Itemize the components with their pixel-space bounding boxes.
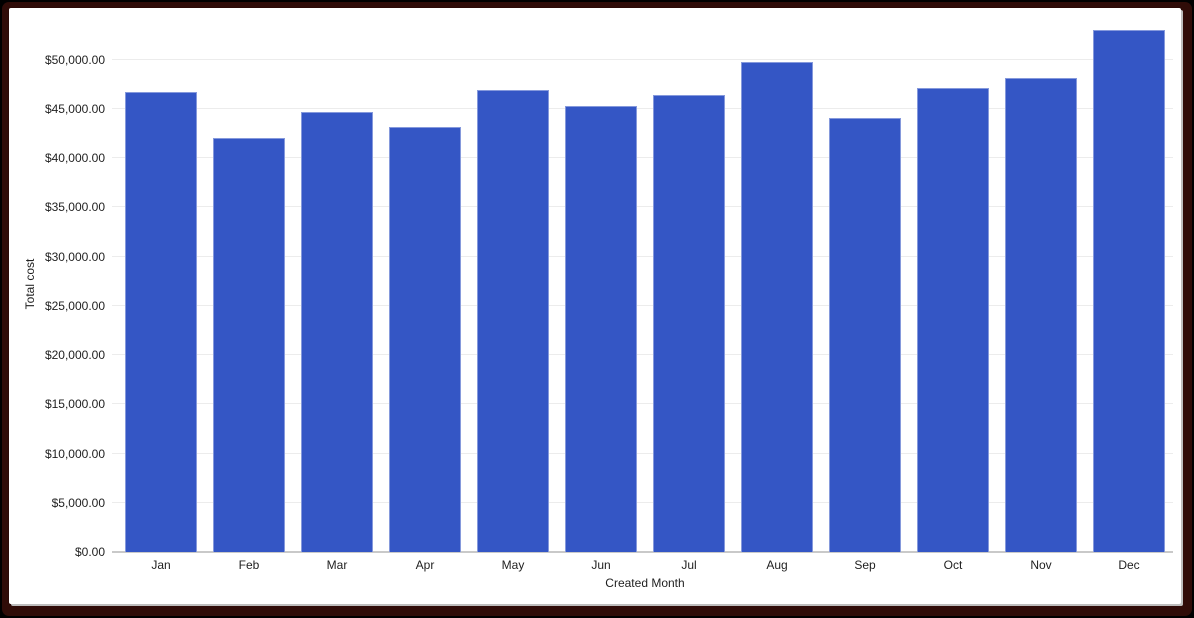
y-tick-label: $35,000.00 <box>44 200 105 215</box>
plot-area <box>112 28 1173 553</box>
x-tick-label: Jul <box>681 558 697 572</box>
bar-nov[interactable] <box>1005 78 1077 552</box>
bar-jul[interactable] <box>653 94 725 552</box>
bar-slot <box>733 28 821 552</box>
bar-may[interactable] <box>477 90 549 552</box>
gridline <box>112 255 1173 257</box>
x-tick-label: Feb <box>238 558 260 572</box>
gridline <box>112 58 1173 60</box>
y-tick-label: $50,000.00 <box>44 52 105 67</box>
bar-jun[interactable] <box>565 105 637 552</box>
gridline <box>112 403 1173 405</box>
bar-slot <box>557 28 645 552</box>
x-tick-label: May <box>501 558 525 572</box>
bar-mar[interactable] <box>301 111 373 552</box>
bar-apr[interactable] <box>389 127 461 552</box>
x-tick-label: Jun <box>591 558 611 572</box>
bar-jan[interactable] <box>125 92 197 552</box>
y-tick-label: $45,000.00 <box>44 101 105 116</box>
gridline <box>112 107 1173 109</box>
y-tick-label: $30,000.00 <box>44 249 105 264</box>
bar-dec[interactable] <box>1093 29 1165 552</box>
y-tick-label: $0.00 <box>74 545 105 559</box>
y-tick-label: $15,000.00 <box>44 397 105 412</box>
x-tick-label: Dec <box>1118 558 1140 572</box>
gridline <box>112 157 1173 159</box>
y-tick-label: $25,000.00 <box>44 298 105 313</box>
y-axis-tick-labels: $0.00 $5,000.00 $10,000.00 $15,000.00 $20,00… <box>9 8 105 604</box>
bar-series <box>117 28 1173 552</box>
bar-slot <box>1085 28 1173 552</box>
bar-slot <box>821 28 909 552</box>
bar-slot <box>381 28 469 552</box>
bar-oct[interactable] <box>917 88 989 552</box>
x-tick-label: Oct <box>943 558 963 572</box>
x-tick-label: Nov <box>1030 558 1052 572</box>
bar-feb[interactable] <box>213 138 285 552</box>
bar-slot <box>205 28 293 552</box>
x-axis-tick-labels: Jan Feb Mar Apr May Jun Jul Aug Sep Oct Nov Dec <box>117 558 1173 572</box>
x-tick-label: Aug <box>766 558 788 572</box>
y-tick-label: $20,000.00 <box>44 348 105 362</box>
bar-slot <box>469 28 557 552</box>
x-axis-title: Created Month <box>605 576 685 590</box>
gridline <box>112 206 1173 208</box>
y-tick-label: $40,000.00 <box>44 151 105 165</box>
y-tick-label: $5,000.00 <box>51 495 105 510</box>
x-tick-label: Mar <box>326 558 348 572</box>
bar-slot <box>117 28 205 552</box>
x-axis-baseline <box>112 551 1173 553</box>
bar-slot <box>293 28 381 552</box>
bar-slot <box>997 28 1085 552</box>
gridline <box>112 501 1173 503</box>
gridline <box>112 452 1173 454</box>
x-tick-label: Sep <box>854 558 876 572</box>
gridline <box>112 304 1173 306</box>
x-tick-label: Apr <box>415 558 435 572</box>
y-tick-label: $10,000.00 <box>44 446 105 461</box>
chart-card: Total cost $0.00 $5,000.00 $10,000.00 $15,0… <box>9 8 1181 604</box>
x-tick-label: Jan <box>151 558 171 572</box>
bar-sep[interactable] <box>829 117 901 552</box>
bar-slot <box>645 28 733 552</box>
gridline <box>112 354 1173 356</box>
bar-slot <box>909 28 997 552</box>
bar-aug[interactable] <box>741 62 813 552</box>
